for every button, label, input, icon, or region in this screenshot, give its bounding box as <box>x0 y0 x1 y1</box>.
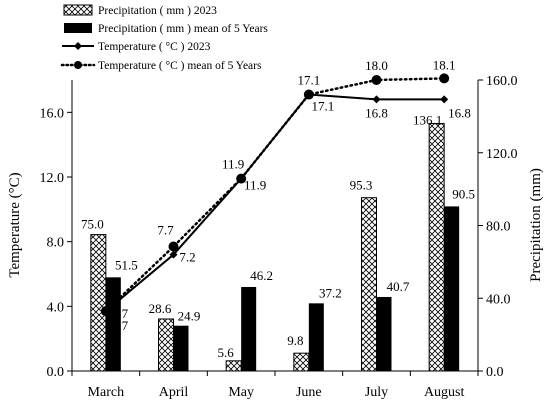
legend-label-precip-2023: Precipitation ( mm ) 2023 <box>98 5 217 17</box>
bar-label-precip-mean: 37.2 <box>319 285 342 300</box>
x-tick-label: July <box>365 385 388 400</box>
bar-label-precip-mean: 24.9 <box>178 309 201 324</box>
bar-label-precip-mean: 90.5 <box>452 186 475 201</box>
right-axis-ticks: 0.0 40.0 80.0 120.0 160.0 <box>478 74 518 380</box>
label-temp-2023: 16.8 <box>365 105 388 120</box>
bar-precip-2023 <box>90 234 107 372</box>
legend-item-temp-mean: Temperature ( °C ) mean of 5 Years <box>60 60 262 72</box>
point-temp-mean <box>439 73 450 84</box>
bars <box>90 122 460 372</box>
label-temp-mean: 7.7 <box>157 223 174 238</box>
bar-label-precip-2023: 9.8 <box>287 333 303 348</box>
right-tick-label: 120.0 <box>486 147 518 162</box>
bar-precip-mean <box>173 325 189 371</box>
bar-precip-2023 <box>158 318 174 372</box>
legend-marker-temp-mean <box>74 61 82 69</box>
label-temp-mean: 18.1 <box>433 57 456 72</box>
label-temp-2023: 7.2 <box>179 250 195 265</box>
left-tick-label: 12.0 <box>40 171 65 186</box>
bar-label-precip-mean: 40.7 <box>387 279 410 294</box>
legend-item-precip-mean: Precipitation ( mm ) mean of 5 Years <box>64 23 268 35</box>
bar-label-precip-2023: 136.1 <box>413 112 442 127</box>
point-temp-2023 <box>169 250 178 259</box>
label-temp-2023: 17.1 <box>311 99 334 114</box>
bar-label-precip-2023: 28.6 <box>149 301 172 316</box>
legend-swatch-precip-mean <box>64 23 92 33</box>
data-labels: 75.0 51.5 28.6 24.9 5.6 46.2 9.8 37.2 95.3 40.7 13… <box>81 57 475 359</box>
point-temp-2023 <box>440 95 449 104</box>
point-temp-2023 <box>304 90 313 99</box>
bar-precip-2023 <box>293 352 310 372</box>
point-temp-mean <box>371 75 382 85</box>
point-temp-mean <box>168 241 179 252</box>
x-tick-label: March <box>88 385 125 400</box>
bar-precip-mean <box>444 206 460 371</box>
x-tick-label: April <box>159 385 189 400</box>
bar-precip-mean <box>308 303 324 371</box>
legend-swatch-precip-2023 <box>63 4 93 16</box>
left-tick-label: 0.0 <box>47 365 65 380</box>
x-tick-label: August <box>424 385 465 400</box>
label-temp-mean: 17.1 <box>297 73 320 88</box>
legend: Precipitation ( mm ) 2023 Precipitation … <box>60 4 268 72</box>
legend-item-precip-2023: Precipitation ( mm ) 2023 <box>63 4 217 17</box>
bar-precip-2023 <box>225 360 242 372</box>
bar-precip-2023 <box>428 122 445 372</box>
bar-precip-2023 <box>361 197 377 372</box>
right-tick-label: 40.0 <box>486 292 511 307</box>
bar-label-precip-mean: 46.2 <box>250 268 273 283</box>
line-temp-2023 <box>105 93 445 312</box>
label-temp-2023: 11.9 <box>244 178 266 193</box>
lines <box>100 73 450 317</box>
label-temp-mean: 11.9 <box>222 157 244 172</box>
legend-label-temp-2023: Temperature ( °C ) 2023 <box>98 41 211 53</box>
bar-precip-mean <box>241 286 257 371</box>
right-tick-label: 0.0 <box>486 365 504 380</box>
left-tick-label: 4.0 <box>47 300 65 315</box>
left-tick-label: 16.0 <box>40 106 65 121</box>
bar-label-precip-mean: 51.5 <box>115 257 138 272</box>
right-tick-label: 80.0 <box>486 220 511 235</box>
x-axis-ticks: March April May June July August <box>71 371 479 400</box>
legend-label-precip-mean: Precipitation ( mm ) mean of 5 Years <box>98 23 268 35</box>
right-tick-label: 160.0 <box>486 74 518 89</box>
legend-label-temp-mean: Temperature ( °C ) mean of 5 Years <box>98 60 262 72</box>
bar-label-precip-2023: 95.3 <box>350 178 373 193</box>
legend-marker-temp-2023 <box>74 42 82 50</box>
x-tick-label: May <box>228 385 254 400</box>
label-temp-mean: 3.7 <box>112 306 129 321</box>
line-temp-mean <box>104 77 446 313</box>
bar-label-precip-2023: 75.0 <box>81 217 104 232</box>
point-temp-2023 <box>237 174 246 183</box>
right-axis-title: Precipitation (mm) <box>528 168 544 282</box>
point-temp-2023 <box>101 307 110 316</box>
bar-precip-mean <box>376 296 392 371</box>
bar-label-precip-2023: 5.6 <box>218 345 235 360</box>
point-temp-2023 <box>372 95 381 104</box>
label-temp-2023: 16.8 <box>448 105 471 120</box>
left-axis-title: Temperature (°C) <box>7 172 23 277</box>
left-tick-label: 8.0 <box>47 236 65 251</box>
x-tick-label: June <box>296 385 322 400</box>
legend-item-temp-2023: Temperature ( °C ) 2023 <box>62 41 211 53</box>
left-axis-ticks: 0.0 4.0 8.0 12.0 16.0 <box>40 106 72 380</box>
label-temp-mean: 18.0 <box>365 58 388 73</box>
label-temp-2023: 3.7 <box>112 318 129 333</box>
